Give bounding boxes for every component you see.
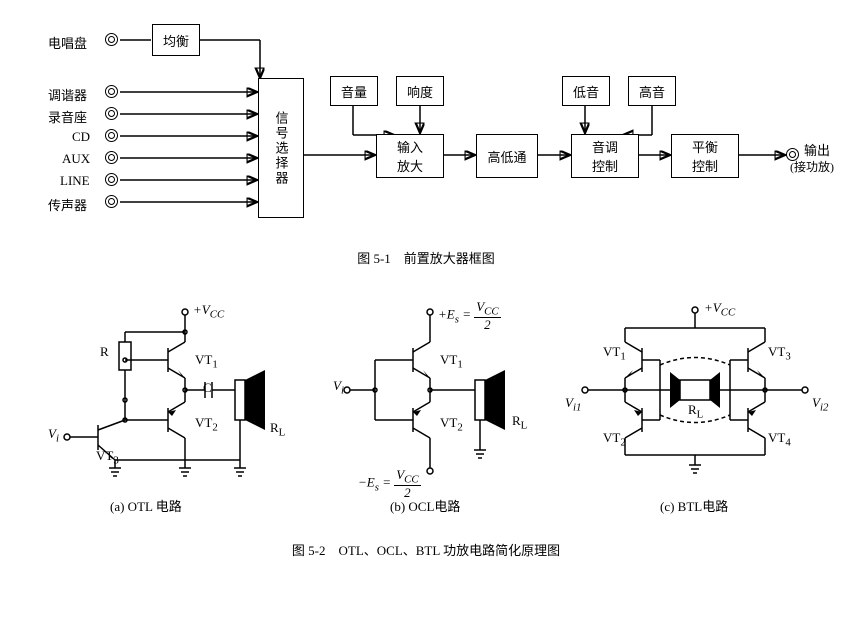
c-vi2: Vi2 — [812, 395, 828, 414]
c-vcc: +VCC — [704, 300, 735, 319]
b-vt1: VT1 — [440, 352, 463, 371]
block-selector: 信号选择器 — [258, 78, 304, 218]
a-vi: Vi — [48, 426, 59, 445]
c-vi1: Vi1 — [565, 395, 581, 414]
a-vt3: VT3 — [96, 448, 119, 467]
block-volume: 音量 — [330, 76, 378, 106]
c-vt1: VT1 — [603, 344, 626, 363]
a-rl: RL — [270, 420, 285, 439]
jack-input-3 — [105, 129, 118, 142]
c-caption: (c) BTL电路 — [660, 496, 728, 515]
block-tone: 音调 控制 — [571, 134, 639, 178]
a-vt2: VT2 — [195, 415, 218, 434]
c-rl: RL — [688, 402, 703, 421]
label-input-0: 电唱盘 — [48, 33, 87, 52]
block-eq: 均衡 — [152, 24, 200, 56]
a-caption: (a) OTL 电路 — [110, 496, 182, 515]
b-epos: +Es = VCC2 — [438, 300, 501, 331]
b-rl: RL — [512, 413, 527, 432]
a-C: C — [203, 380, 212, 396]
jack-input-2 — [105, 107, 118, 120]
label-input-5: LINE — [60, 173, 90, 189]
c-vt3: VT3 — [768, 344, 791, 363]
a-R: R — [100, 344, 109, 360]
label-input-3: CD — [72, 129, 90, 145]
block-hilo: 高低通 — [476, 134, 538, 178]
label-output-note: (接功放) — [790, 158, 834, 175]
label-input-2: 录音座 — [48, 107, 87, 126]
a-vt1: VT1 — [195, 352, 218, 371]
block-treble: 高音 — [628, 76, 676, 106]
c-vt4: VT4 — [768, 430, 791, 449]
label-input-4: AUX — [62, 151, 90, 167]
jack-input-6 — [105, 195, 118, 208]
label-output: 输出 — [804, 140, 830, 159]
c-vt2: VT2 — [603, 430, 626, 449]
b-vi: Vi — [333, 378, 344, 397]
block-loudness: 响度 — [396, 76, 444, 106]
label-input-1: 调谐器 — [48, 85, 87, 104]
block-balance: 平衡 控制 — [671, 134, 739, 178]
jack-input-5 — [105, 173, 118, 186]
jack-input-1 — [105, 85, 118, 98]
caption-fig1: 图 5-1 前置放大器框图 — [0, 248, 852, 267]
block-input-amp: 输入 放大 — [376, 134, 444, 178]
b-caption: (b) OCL电路 — [390, 496, 460, 515]
b-eneg: −Es = VCC2 — [358, 468, 421, 499]
label-input-6: 传声器 — [48, 195, 87, 214]
b-vt2: VT2 — [440, 415, 463, 434]
jack-input-0 — [105, 33, 118, 46]
jack-input-4 — [105, 151, 118, 164]
block-bass: 低音 — [562, 76, 610, 106]
caption-fig2: 图 5-2 OTL、OCL、BTL 功放电路简化原理图 — [0, 540, 852, 559]
a-vcc: +VCC — [193, 302, 224, 321]
